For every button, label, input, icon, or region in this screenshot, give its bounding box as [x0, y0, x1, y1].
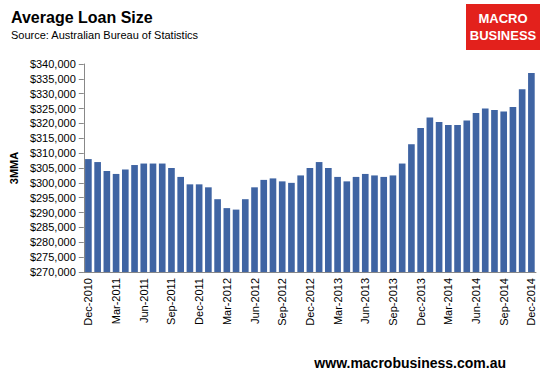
svg-text:$300,000: $300,000: [30, 177, 76, 189]
svg-text:Source: Australian Bureau of S: Source: Australian Bureau of Statistics: [11, 29, 199, 41]
svg-text:$280,000: $280,000: [30, 236, 76, 248]
svg-text:Sep-2013: Sep-2013: [387, 278, 399, 326]
svg-text:Average Loan Size: Average Loan Size: [11, 9, 153, 26]
svg-text:$325,000: $325,000: [30, 103, 76, 115]
svg-text:Dec-2010: Dec-2010: [82, 278, 94, 326]
svg-text:Sep-2012: Sep-2012: [276, 278, 288, 326]
svg-text:Dec-2012: Dec-2012: [304, 278, 316, 326]
svg-text:$270,000: $270,000: [30, 266, 76, 278]
svg-text:Sep-2014: Sep-2014: [498, 278, 510, 326]
svg-text:$340,000: $340,000: [30, 58, 76, 70]
svg-text:$290,000: $290,000: [30, 207, 76, 219]
svg-text:$315,000: $315,000: [30, 132, 76, 144]
svg-text:Mar-2013: Mar-2013: [332, 278, 344, 325]
svg-text:Jun-2013: Jun-2013: [359, 278, 371, 324]
svg-text:Jun-2012: Jun-2012: [249, 278, 261, 324]
svg-text:Dec-2011: Dec-2011: [193, 278, 205, 325]
svg-text:$305,000: $305,000: [30, 162, 76, 174]
svg-text:MACRO: MACRO: [478, 11, 527, 26]
svg-text:Dec-2013: Dec-2013: [415, 278, 427, 326]
svg-text:3MMA: 3MMA: [8, 152, 20, 184]
svg-text:$310,000: $310,000: [30, 147, 76, 159]
svg-text:$285,000: $285,000: [30, 221, 76, 233]
svg-text:$275,000: $275,000: [30, 251, 76, 263]
svg-text:$330,000: $330,000: [30, 88, 76, 100]
svg-text:Jun-2014: Jun-2014: [470, 278, 482, 324]
svg-text:Sep-2011: Sep-2011: [165, 278, 177, 325]
svg-text:BUSINESS: BUSINESS: [470, 28, 537, 43]
svg-text:Mar-2014: Mar-2014: [442, 278, 454, 325]
svg-text:$320,000: $320,000: [30, 117, 76, 129]
svg-text:$335,000: $335,000: [30, 73, 76, 85]
svg-text:Mar-2012: Mar-2012: [221, 278, 233, 325]
svg-text:www.macrobusiness.com.au: www.macrobusiness.com.au: [313, 355, 506, 371]
svg-text:Dec-2014: Dec-2014: [525, 278, 537, 326]
svg-text:Jun-2011: Jun-2011: [138, 278, 150, 323]
svg-text:$295,000: $295,000: [30, 192, 76, 204]
svg-text:Mar-2011: Mar-2011: [110, 278, 122, 324]
